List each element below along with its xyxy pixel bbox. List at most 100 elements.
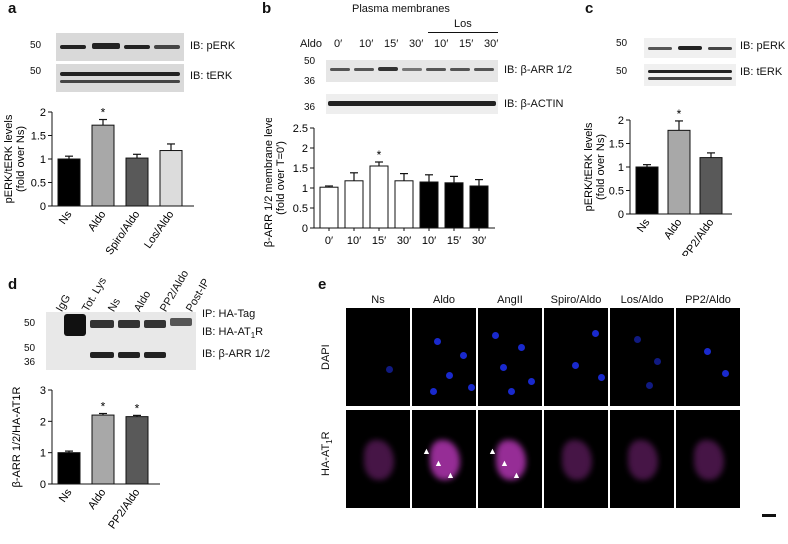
panel-d-label-ha-at1r: IB: HA-AT1R: [202, 326, 264, 341]
panel-b-letter: b: [262, 0, 272, 17]
y-tick-label: 1: [40, 448, 46, 460]
bar: [125, 157, 149, 207]
x-tick-label: 30′: [397, 235, 411, 247]
panel-d-chart: 0 1 2 3 Ns * Aldo * PP2/Aldo β-ARR 1/2/HA-AT1R: [11, 385, 160, 531]
arrowhead-icon: ▲: [422, 446, 431, 456]
panel-c-marker-50-bottom: 50: [616, 66, 628, 77]
y-tick-label: 3: [40, 385, 46, 397]
bar: [344, 180, 364, 229]
nucleus: [508, 388, 515, 395]
panel-b-marker-36-bottom: 36: [304, 102, 316, 113]
x-tick-label: Ns: [57, 486, 75, 504]
panel-e-column-label: Spiro/Aldo: [550, 294, 602, 306]
x-tick-label: Ns: [635, 216, 653, 234]
nucleus: [572, 362, 579, 369]
cell-stain: [430, 440, 460, 480]
nucleus: [528, 378, 535, 385]
bar: [91, 414, 115, 485]
x-tick-label: 15′: [372, 235, 386, 247]
panel-a-marker-50-bottom: 50: [30, 66, 42, 77]
micrograph-receptor: [544, 410, 608, 508]
micrograph-receptor: ▲ ▲ ▲: [412, 410, 476, 508]
y-axis-label: (fold over Ns): [15, 126, 27, 192]
panel-b-lane-row-label: Aldo: [300, 38, 323, 50]
panel-a-blot-terk: [56, 64, 184, 92]
panel-c-blot-perk: [644, 38, 736, 58]
nucleus: [446, 372, 453, 379]
panel-a-blot-label-perk: IB: pERK: [190, 40, 236, 52]
panel-d-marker-50-bottom: 50: [24, 343, 36, 354]
cell-stain: [364, 440, 394, 480]
bar: [91, 124, 115, 207]
panel-d-label-r-text: R: [255, 326, 264, 338]
x-tick-label: Aldo: [86, 209, 108, 234]
nucleus: [654, 358, 661, 365]
x-tick-label: 0′: [325, 235, 333, 247]
significance-mark: *: [101, 400, 106, 414]
bar: [699, 157, 723, 215]
micrograph-receptor: ▲ ▲ ▲: [478, 410, 542, 508]
y-tick-label: 1: [40, 154, 46, 166]
nucleus: [460, 352, 467, 359]
panel-b-marker-50: 50: [304, 56, 316, 67]
bar: [635, 166, 659, 215]
nucleus: [518, 344, 525, 351]
bar: [319, 186, 339, 229]
nucleus: [386, 366, 393, 373]
x-tick-label: Spiro/Aldo: [104, 209, 143, 257]
panel-c-letter: c: [585, 0, 594, 17]
y-tick-label: 0: [40, 201, 46, 213]
y-tick-label: 1: [302, 183, 308, 195]
panel-d-blot: [46, 312, 196, 370]
nucleus: [430, 388, 437, 395]
y-tick-label: 0.5: [609, 186, 624, 198]
x-tick-label: Aldo: [86, 487, 108, 512]
panel-e-row-label-receptor: HA-AT1R: [320, 431, 335, 476]
y-tick-label: 2.5: [293, 123, 308, 135]
y-tick-label: 1.5: [609, 139, 624, 151]
panel-e-letter: e: [318, 276, 327, 293]
y-axis-label: (fold over T=0′): [275, 141, 287, 215]
nucleus: [646, 382, 653, 389]
bar: [125, 416, 149, 485]
panel-d-label-arr: IB: β-ARR 1/2: [202, 348, 271, 360]
nucleus: [704, 348, 711, 355]
y-axis-label: β-ARR 1/2 membrane levels: [263, 118, 275, 247]
arrowhead-icon: ▲: [500, 458, 509, 468]
cell-stain: [628, 440, 658, 480]
micrograph-dapi: [346, 308, 410, 406]
panel-a-blot-perk: [56, 33, 184, 61]
y-axis-label: pERK/tERK levels: [3, 114, 15, 203]
bar: [667, 129, 691, 215]
y-axis-label: pERK/tERK levels: [583, 122, 595, 211]
y-tick-label: 0: [618, 209, 624, 221]
x-tick-label: Ns: [57, 208, 75, 226]
y-tick-label: 0: [40, 479, 46, 491]
arrowhead-icon: ▲: [488, 446, 497, 456]
panel-b-blot-actin: [326, 94, 498, 114]
panel-e-row-label-r: R: [320, 431, 332, 440]
panel-e-row-label-ha-at: HA-AT: [320, 443, 332, 476]
panel-d-lane-label: IgG: [54, 292, 74, 314]
nucleus: [500, 364, 507, 371]
panel-b-lane-label: 15′: [384, 38, 399, 50]
micrograph-receptor: [610, 410, 674, 508]
bar: [159, 150, 183, 207]
panel-e-column-label: AngII: [497, 294, 523, 306]
nucleus: [434, 338, 441, 345]
panel-b-title: Plasma membranes: [352, 3, 450, 15]
bar: [419, 181, 439, 229]
panel-a-marker-50-top: 50: [30, 40, 42, 51]
panel-d-lane-label: Aldo: [132, 288, 154, 314]
panel-e-row-label-dapi: DAPI: [320, 344, 332, 370]
cell-stain: [496, 440, 526, 480]
y-axis-label: (fold over Ns): [595, 134, 607, 200]
y-tick-label: 2: [618, 115, 624, 127]
nucleus: [592, 330, 599, 337]
y-tick-label: 0.5: [293, 203, 308, 215]
x-tick-label: Los/Aldo: [142, 209, 176, 251]
nucleus: [634, 336, 641, 343]
nucleus: [598, 374, 605, 381]
